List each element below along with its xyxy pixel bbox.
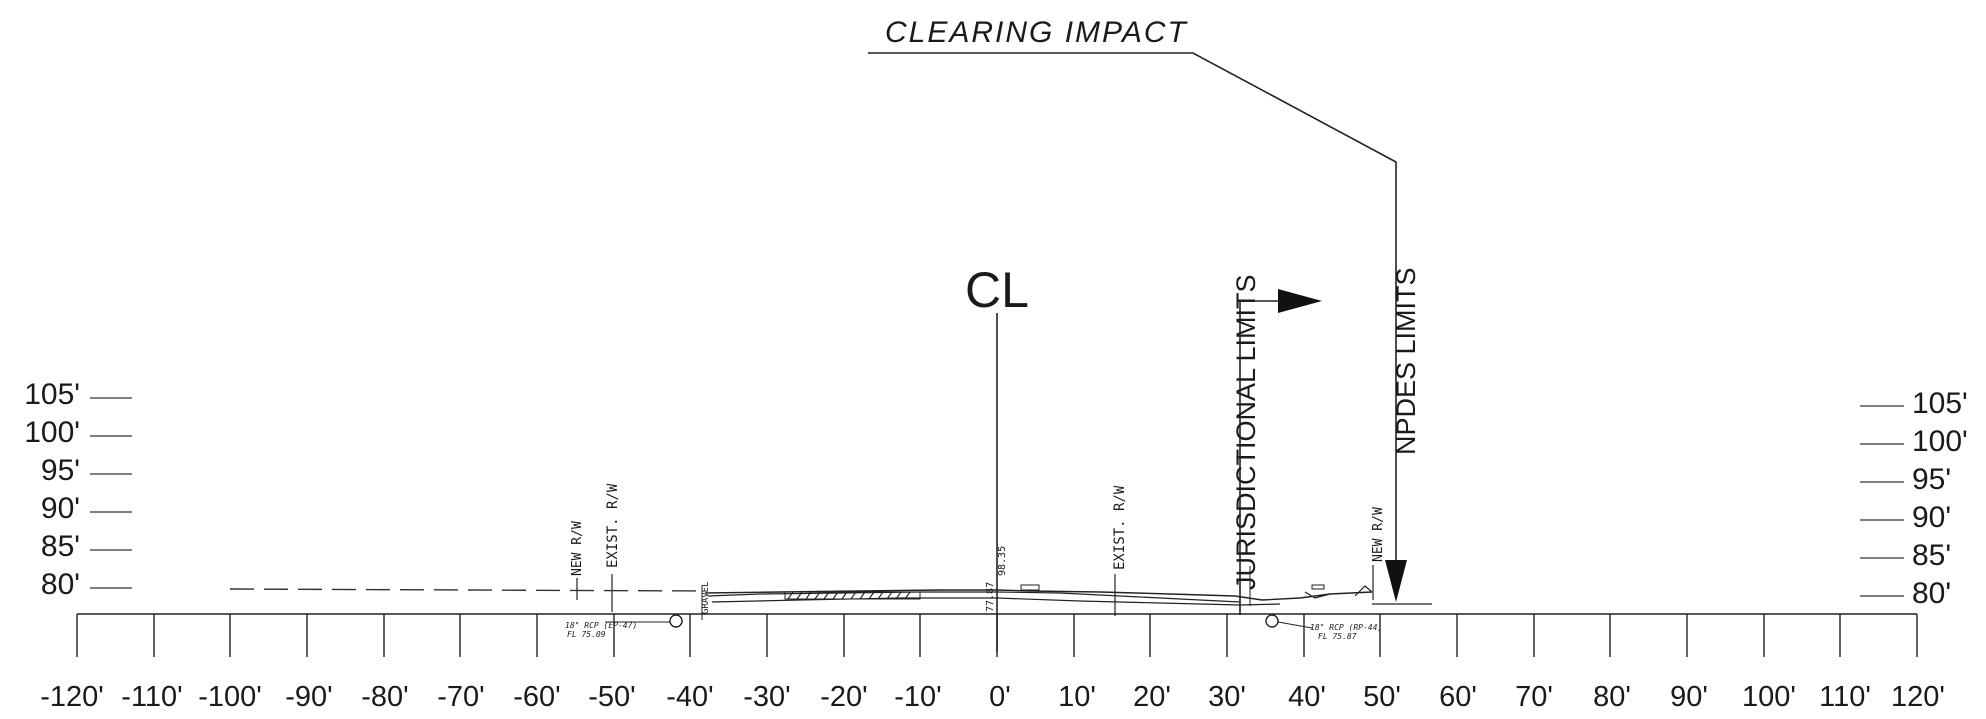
jurisdictional-arrow-icon — [1278, 289, 1322, 313]
exist-rw-left-label: EXIST. R/W — [605, 483, 621, 568]
offset-tick-label: 70' — [1515, 681, 1553, 713]
elevation-scale-right: 105' 100' 95' 90' 85' 80' — [1860, 387, 1968, 610]
existing-ground-profile — [704, 589, 1373, 601]
pipe-right-label: 18" RCP (RP-44) — [1310, 623, 1382, 632]
pavement-hatch — [787, 591, 911, 600]
jurisdictional-limits-label: JURISDICTIONAL LIMITS — [1231, 274, 1261, 590]
elevation-left-label: 80' — [41, 568, 80, 601]
elevation-right-label: 80' — [1912, 577, 1951, 610]
elevation-right-label: 85' — [1912, 539, 1951, 572]
offset-tick-label: 80' — [1593, 681, 1631, 713]
fill-slope-right — [1354, 585, 1373, 597]
clearing-impact-label: CLEARING IMPACT — [885, 16, 1188, 49]
elevation-right-label: 90' — [1912, 501, 1951, 534]
offset-tick-label: 0' — [989, 681, 1011, 713]
offset-tick-label: 110' — [1819, 681, 1871, 713]
centerline-label: CL — [965, 262, 1029, 318]
clearing-impact-arrowhead — [1385, 560, 1407, 602]
offset-tick-label: 100' — [1742, 681, 1796, 713]
pipe-right-leader — [1277, 621, 1313, 629]
offset-tick-label: 40' — [1288, 681, 1326, 713]
cl-elevation-bottom: 77.87 — [985, 582, 996, 612]
ditch-right — [1304, 591, 1331, 599]
pipe-left-label: 18" RCP (EP-47) — [565, 621, 637, 630]
npdes-limits-label: NPDES LIMITS — [1391, 267, 1421, 455]
elevation-left-label: 85' — [41, 530, 80, 563]
offset-tick-label: -120' — [40, 681, 104, 713]
offset-tick-label: 10' — [1058, 681, 1096, 713]
elevation-left-label: 95' — [41, 454, 80, 487]
proposed-road-top — [707, 591, 1241, 603]
offset-tick-label: -50' — [588, 681, 635, 713]
offset-axis-ticks — [76, 614, 1918, 657]
offset-tick-label: 120' — [1891, 681, 1945, 713]
offset-tick-label: 60' — [1439, 681, 1477, 713]
offset-tick-label: -70' — [437, 681, 484, 713]
offset-tick-label: -40' — [666, 681, 713, 713]
pipe-left-icon — [669, 614, 683, 628]
new-rw-right-label: NEW R/W — [1371, 507, 1386, 562]
pipe-right-icon — [1265, 614, 1279, 628]
elevation-left-label: 90' — [41, 492, 80, 525]
gravel-label: GRAVEL — [701, 581, 711, 614]
pipe-left-fl: FL 75.09 — [567, 630, 606, 639]
offset-tick-label: -20' — [820, 681, 867, 713]
cl-elevation-top: 98.35 — [997, 546, 1008, 576]
exist-rw-right-label: EXIST. R/W — [1112, 485, 1128, 570]
pavement-hatch-frame — [784, 591, 921, 600]
elevation-right-label: 105' — [1912, 387, 1968, 420]
offset-tick-label: -80' — [361, 681, 408, 713]
offset-tick-label: 30' — [1208, 681, 1246, 713]
elevation-scale-left: 105' 100' 95' 90' 85' 80' — [24, 378, 132, 601]
offset-tick-label: -30' — [743, 681, 790, 713]
curb-mark-center — [1020, 584, 1040, 591]
offset-axis-labels: -120' -110' -100' -90' -80' -70' -60' -5… — [40, 681, 1945, 713]
offset-tick-label: -90' — [285, 681, 332, 713]
offset-tick-label: -10' — [894, 681, 941, 713]
proposed-road-bottom — [711, 597, 1281, 606]
offset-tick-label: -100' — [198, 681, 262, 713]
offset-tick-label: 20' — [1133, 681, 1171, 713]
elevation-left-label: 105' — [24, 378, 80, 411]
offset-tick-label: 90' — [1670, 681, 1708, 713]
new-rw-left-label: NEW R/W — [570, 521, 585, 576]
curb-mark-right — [1311, 584, 1325, 590]
offset-tick-label: -110' — [121, 681, 182, 713]
offset-tick-label: -60' — [513, 681, 560, 713]
elevation-left-label: 100' — [24, 416, 80, 449]
elevation-right-label: 100' — [1912, 425, 1968, 458]
elevation-right-label: 95' — [1912, 463, 1951, 496]
pipe-right-fl: FL 75.87 — [1318, 632, 1357, 641]
existing-ground-dashed — [229, 588, 706, 592]
offset-tick-label: 50' — [1363, 681, 1401, 713]
clearing-impact-leader — [868, 52, 1397, 567]
